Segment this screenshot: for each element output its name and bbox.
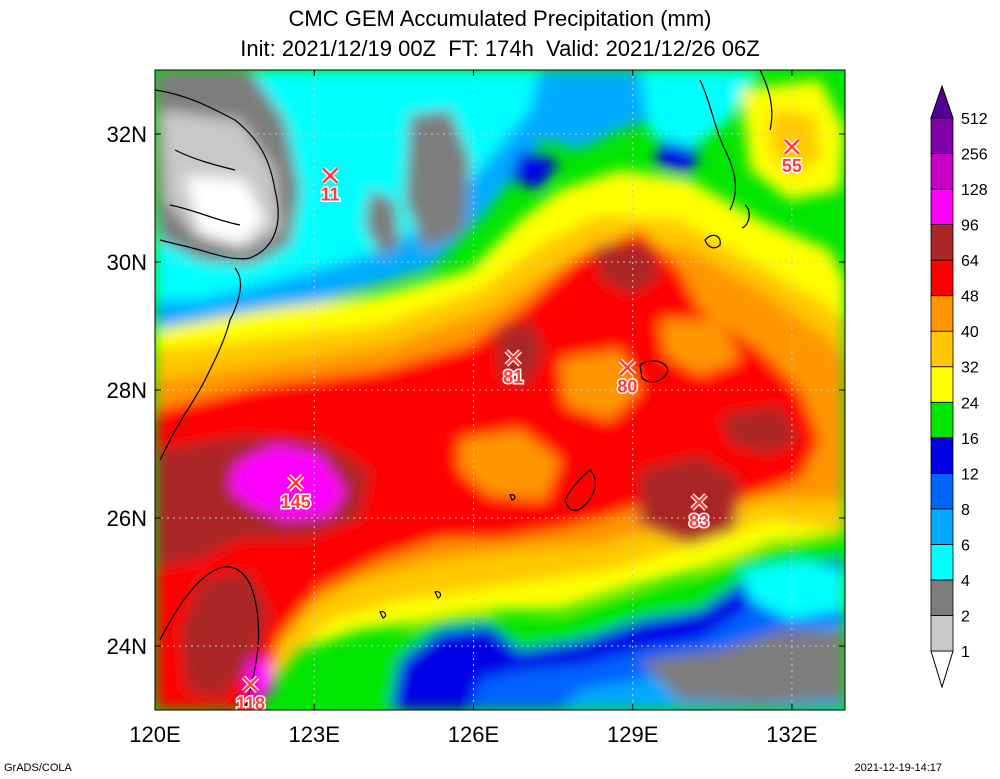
colorbar-swatch-8 xyxy=(930,366,954,403)
max-marker-label-3: 80 xyxy=(617,377,637,397)
colorbar-top-arrow xyxy=(930,84,954,119)
colorbar-label-10: 48 xyxy=(961,289,979,306)
lat-label-3: 30N xyxy=(107,250,147,275)
lat-label-0: 24N xyxy=(107,634,147,659)
lat-label-4: 32N xyxy=(107,122,147,147)
lon-label-0: 120E xyxy=(129,722,180,747)
lon-label-1: 123E xyxy=(289,722,340,747)
colorbar-label-7: 24 xyxy=(961,395,979,412)
colorbar-label-0: 1 xyxy=(961,644,970,661)
colorbar-label-5: 12 xyxy=(961,466,979,483)
lat-label-1: 26N xyxy=(107,506,147,531)
colorbar-label-9: 40 xyxy=(961,324,979,341)
colorbar-swatch-14 xyxy=(930,153,954,190)
colorbar-swatch-15 xyxy=(930,117,954,154)
colorbar-swatch-1 xyxy=(930,615,954,652)
map-axes: 120E 123E 126E 129E 132E 24N 26N 28N 30N 32N xyxy=(107,70,845,747)
colorbar-swatch-12 xyxy=(930,224,954,261)
lon-label-4: 132E xyxy=(766,722,817,747)
max-marker-0: 11 xyxy=(319,166,341,206)
max-marker-label-0: 11 xyxy=(321,185,340,205)
colorbar-label-15: 512 xyxy=(961,111,988,128)
colorbar-label-2: 4 xyxy=(961,573,970,590)
colorbar-swatch-9 xyxy=(930,330,954,368)
colorbar-swatch-13 xyxy=(930,188,954,225)
max-marker-5: 83 xyxy=(688,493,711,533)
lon-label-3: 129E xyxy=(607,722,658,747)
colorbar-swatch-11 xyxy=(930,259,954,297)
precip-field: 11 55 81 80 145 83 118 xyxy=(155,70,845,713)
colorbar-swatch-6 xyxy=(930,437,954,474)
colorbar-swatch-3 xyxy=(930,544,954,581)
colorbar-label-1: 2 xyxy=(961,608,970,625)
colorbar-label-14: 256 xyxy=(961,147,988,164)
max-marker-3: 80 xyxy=(616,358,639,398)
map-grid xyxy=(155,70,845,710)
colorbar-label-4: 8 xyxy=(961,502,970,519)
colorbar-swatch-4 xyxy=(930,508,954,545)
max-marker-label-4: 145 xyxy=(281,492,311,512)
credit-right: 2021-12-19-14:17 xyxy=(854,762,942,774)
max-marker-label-6: 118 xyxy=(236,693,265,713)
colorbar-label-6: 16 xyxy=(961,431,979,448)
colorbar-label-3: 6 xyxy=(961,537,970,554)
max-marker-label-5: 83 xyxy=(689,511,709,531)
map-title: CMC GEM Accumulated Precipitation (mm) xyxy=(288,6,712,31)
lat-label-2: 28N xyxy=(107,378,147,403)
coastlines xyxy=(155,70,773,710)
colorbar-swatch-5 xyxy=(930,472,954,510)
colorbar-swatch-7 xyxy=(930,401,954,439)
max-markers: 11 55 81 80 145 83 118 xyxy=(235,138,803,713)
credit-left: GrADS/COLA xyxy=(4,762,72,774)
max-marker-1: 55 xyxy=(780,138,803,177)
colorbar-label-12: 96 xyxy=(961,218,979,235)
colorbar-swatch-10 xyxy=(930,295,954,332)
colorbar-bottom-arrow xyxy=(930,650,954,689)
colorbar-label-13: 128 xyxy=(961,182,988,199)
colorbar-swatch-2 xyxy=(930,579,954,616)
lon-label-2: 126E xyxy=(448,722,499,747)
map-subtitle: Init: 2021/12/19 00Z FT: 174h Valid: 202… xyxy=(240,36,760,61)
max-marker-4: 145 xyxy=(279,474,312,513)
max-marker-label-1: 55 xyxy=(782,156,802,176)
max-marker-2: 81 xyxy=(502,349,525,389)
max-marker-label-2: 81 xyxy=(503,367,523,387)
colorbar-label-11: 64 xyxy=(961,253,979,270)
colorbar-label-8: 32 xyxy=(961,360,979,377)
max-marker-6: 118 xyxy=(235,675,267,713)
